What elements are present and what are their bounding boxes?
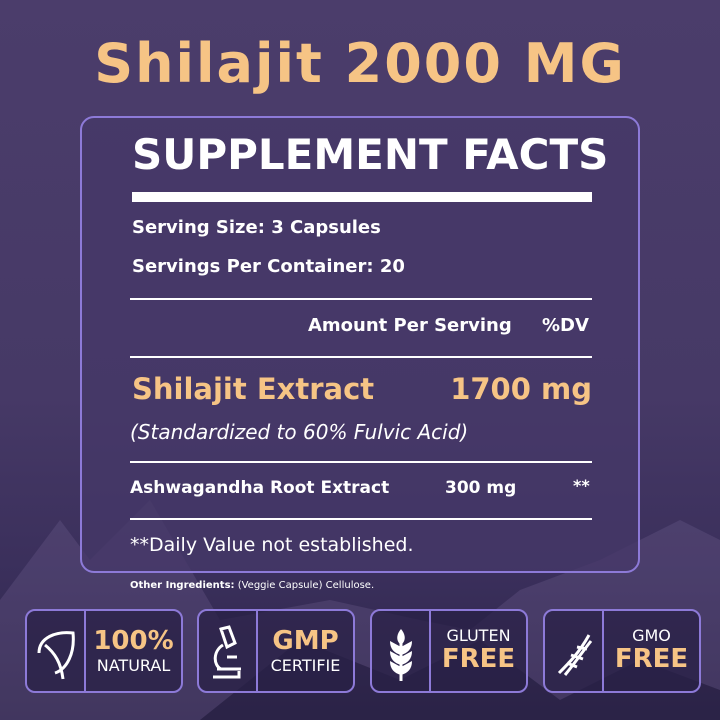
divider [130, 298, 592, 300]
badge-gluten-free: GLUTEN FREE [370, 609, 528, 693]
badge-gmp: GMP CERTIFIE [197, 609, 355, 693]
amount-header: Amount Per Serving [308, 315, 512, 336]
ingredient-amount: 1700 mg [450, 372, 592, 406]
supplement-facts-panel [80, 116, 640, 573]
wheat-icon [390, 629, 412, 681]
badge-bottom: NATURAL [96, 655, 171, 675]
ingredient-name: Shilajit Extract [132, 372, 375, 406]
servings-per-container: Servings Per Container: 20 [132, 256, 405, 277]
ingredient-amount: 300 mg [445, 478, 517, 498]
microscope-icon [213, 625, 241, 679]
ingredient-dv: ** [573, 476, 590, 495]
divider [130, 461, 592, 463]
leaf-icon [37, 631, 75, 680]
footnote: **Daily Value not established. [130, 534, 414, 556]
product-title: Shilajit 2000 MG [94, 32, 626, 95]
badge-divider [84, 611, 86, 691]
ingredient-name: Ashwagandha Root Extract [130, 478, 390, 498]
badge-natural: 100% NATURAL [25, 609, 183, 693]
badge-divider [429, 611, 431, 691]
dna-icon [557, 634, 593, 676]
ingredient-note: (Standardized to 60% Fulvic Acid) [130, 420, 469, 444]
badge-bottom: FREE [614, 644, 689, 675]
serving-size: Serving Size: 3 Capsules [132, 217, 381, 238]
badge-bottom: CERTIFIE [270, 655, 341, 675]
facts-heading: SUPPLEMENT FACTS [132, 130, 609, 179]
other-ingredients: Other Ingredients: (Veggie Capsule) Cell… [130, 580, 374, 591]
badge-divider [602, 611, 604, 691]
badge-top: GMO [632, 625, 671, 645]
badge-gmo-free: GMO FREE [543, 609, 701, 693]
other-ingredients-label: Other Ingredients: [130, 580, 235, 591]
badge-top: 100% [93, 625, 174, 656]
badge-divider [256, 611, 258, 691]
badge-top: GMP [272, 625, 339, 656]
divider [130, 518, 592, 520]
badge-bottom: FREE [441, 644, 516, 675]
dv-header: %DV [542, 315, 589, 336]
heading-bar [132, 192, 592, 202]
other-ingredients-value: (Veggie Capsule) Cellulose. [237, 580, 375, 591]
badge-top: GLUTEN [446, 625, 511, 645]
divider [130, 356, 592, 358]
